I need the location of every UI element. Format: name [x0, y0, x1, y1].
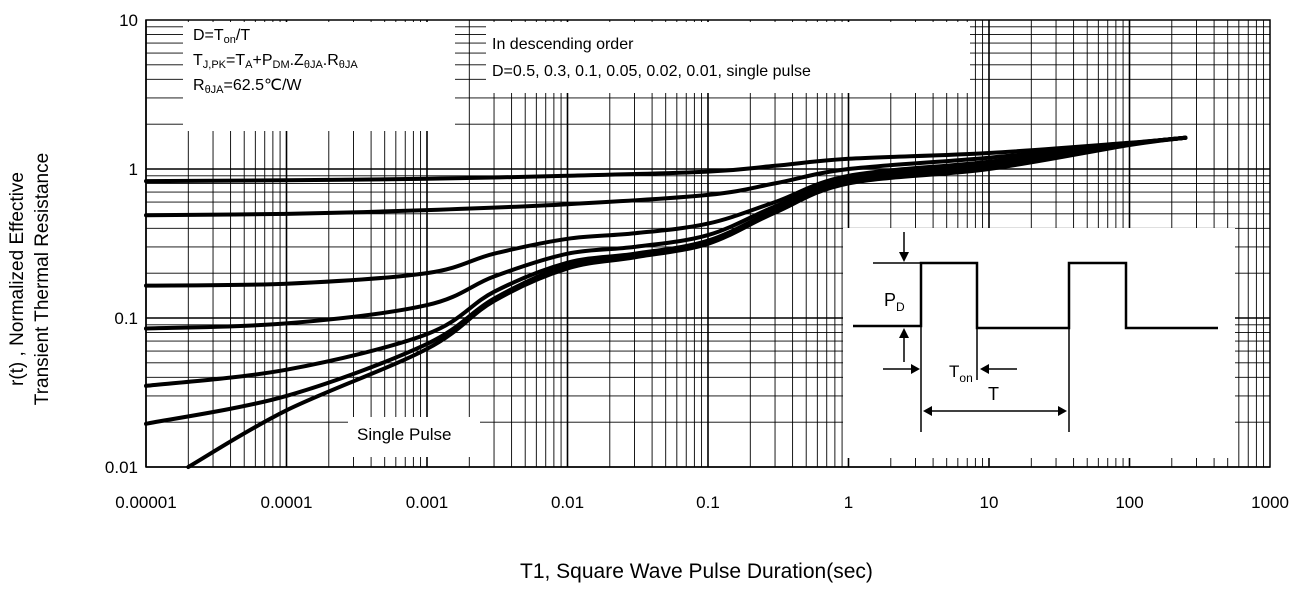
x-tick-label: 1000: [1251, 493, 1289, 512]
pd-arrowhead-top: [899, 252, 909, 262]
series-line-0_5: [144, 135, 1188, 184]
formula-box: D=Ton/T TJ,PK=TA+PDM.ZθJA.RθJA RθJA=62.5…: [193, 26, 358, 96]
x-axis-label: T1, Square Wave Pulse Duration(sec): [520, 560, 873, 583]
formula-line-duty: D=Ton/T: [193, 27, 251, 46]
inset-bg: [843, 228, 1235, 458]
x-tick-label: 0.00001: [115, 493, 176, 512]
x-tick-label: 0.1: [696, 493, 720, 512]
ton-arrowhead-left: [911, 364, 920, 374]
x-tick-label: 0.001: [406, 493, 449, 512]
y-tick-label: 1: [129, 160, 138, 179]
x-tick-label: 10: [980, 493, 999, 512]
x-tick-label: 1: [844, 493, 853, 512]
period-arrowhead-left: [923, 406, 932, 416]
y-tick-label: 0.01: [105, 458, 138, 477]
series-line-0_3: [144, 135, 1188, 218]
series-group: [144, 135, 1188, 469]
y-tick-label: 0.1: [114, 309, 138, 328]
y-axis-label-line1: r(t) , Normalized Effective: [7, 172, 28, 386]
pd-label: PD: [884, 290, 905, 314]
ton-label: Ton: [949, 362, 973, 385]
period-label: T: [988, 384, 999, 404]
ton-arrowhead-right: [980, 364, 989, 374]
pulse-waveform: [853, 261, 1218, 330]
order-values: D=0.5, 0.3, 0.1, 0.05, 0.02, 0.01, singl…: [492, 63, 811, 81]
order-title: In descending order: [492, 36, 634, 53]
pd-arrowhead-bottom: [899, 328, 909, 338]
y-tick-labels: 0.01 0.1 1 10: [105, 11, 138, 477]
single-pulse-label: Single Pulse: [357, 425, 452, 446]
series-line-0_1: [144, 135, 1188, 288]
period-arrowhead-right: [1058, 406, 1067, 416]
x-tick-label: 0.01: [551, 493, 584, 512]
y-axis-label-line2: Transient Thermal Resistance: [32, 152, 53, 406]
pulse-inset: PD Ton T: [843, 228, 1235, 458]
y-tick-label: 10: [119, 11, 138, 30]
formula-line-rth: RθJA=62.5℃/W: [193, 77, 302, 97]
x-tick-label: 100: [1115, 493, 1143, 512]
series-line-single-pulse: [186, 135, 1188, 469]
x-tick-labels: 0.00001 0.0001 0.001 0.01 0.1 1 10 100 1000: [115, 493, 1289, 512]
x-tick-label: 0.0001: [261, 493, 313, 512]
order-box: In descending order D=0.5, 0.3, 0.1, 0.0…: [492, 35, 811, 82]
formula-line-tj: TJ,PK=TA+PDM.ZθJA.RθJA: [193, 52, 358, 72]
